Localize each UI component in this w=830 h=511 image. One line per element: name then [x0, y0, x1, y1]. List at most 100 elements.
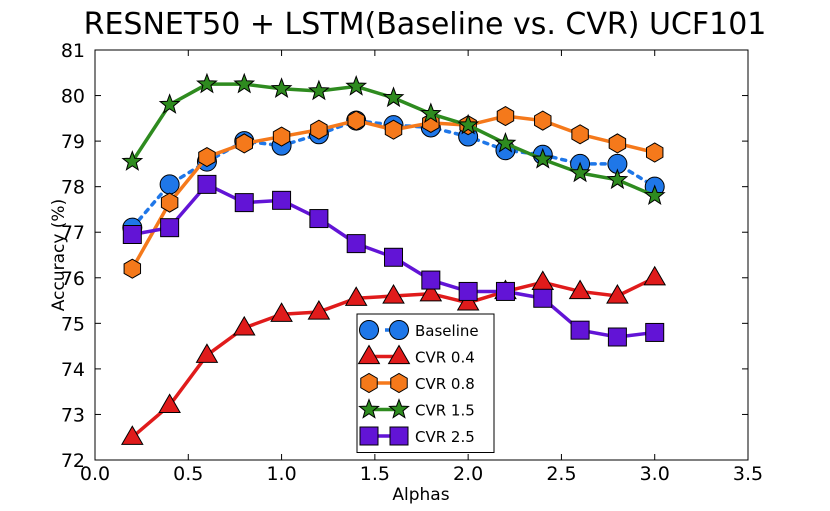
data-point: [308, 79, 330, 101]
data-point: [384, 119, 403, 140]
data-point: [384, 247, 404, 267]
legend-item: Baseline: [359, 320, 479, 340]
legend-marker: [357, 344, 381, 365]
data-point: [457, 113, 480, 135]
legend-label: CVR 1.5: [415, 402, 475, 420]
legend: Baseline CVR 0.4 CVR 0.8 CVR 1.5 CVR 2.5: [356, 313, 495, 453]
x-tick-label: 3.5: [733, 463, 763, 485]
data-point: [272, 190, 292, 210]
legend-item: CVR 0.8: [360, 372, 475, 394]
x-tick-label: 1.0: [266, 463, 296, 485]
series-cvr-2-5: [122, 174, 665, 347]
legend-marker: [390, 372, 408, 394]
data-point: [234, 193, 254, 213]
legend-marker: [387, 344, 411, 365]
data-point: [198, 146, 216, 168]
legend-marker: [359, 426, 379, 446]
data-point: [382, 283, 405, 304]
data-point: [494, 131, 517, 153]
chart-title: RESNET50 + LSTM(Baseline vs. CVR) UCF101: [84, 7, 767, 42]
legend-marker: [389, 320, 409, 340]
data-point: [160, 218, 180, 238]
data-point: [531, 147, 554, 169]
data-point: [270, 77, 293, 98]
data-point: [534, 110, 552, 131]
data-point: [570, 320, 590, 340]
data-point: [606, 283, 629, 304]
legend-item: CVR 0.4: [357, 344, 475, 367]
data-point: [196, 72, 218, 94]
data-point: [568, 279, 592, 300]
data-point: [158, 93, 181, 114]
data-point: [607, 327, 627, 347]
legend-marker: [388, 398, 410, 419]
y-tick-label: 72: [61, 450, 85, 472]
data-point: [382, 86, 405, 108]
legend-marker: [359, 320, 379, 340]
data-point: [533, 288, 553, 308]
data-point: [310, 119, 328, 140]
data-point: [159, 174, 180, 195]
data-point: [344, 286, 368, 306]
data-point: [120, 425, 144, 445]
legend-label: CVR 0.4: [415, 349, 475, 367]
axis-layer: 0.0 0.5 1.0 1.5 2.0 2.5 3.0 3.5 72 73 74 75 76 77 78 79…: [61, 40, 763, 485]
x-tick-label: 2.5: [546, 463, 576, 485]
data-point: [158, 393, 181, 413]
data-point: [421, 270, 441, 290]
data-point: [419, 281, 443, 302]
data-point: [645, 142, 664, 163]
y-tick-label: 81: [61, 40, 85, 62]
legend-item: CVR 1.5: [358, 398, 475, 420]
y-tick-label: 77: [61, 222, 85, 244]
data-point: [123, 258, 142, 279]
data-point: [606, 168, 629, 190]
y-tick-label: 74: [61, 359, 85, 381]
data-point: [643, 184, 666, 206]
legend-item: CVR 2.5: [359, 426, 475, 446]
legend-label: Baseline: [415, 322, 479, 340]
plot-frame: [94, 49, 749, 461]
y-axis-label: Accuracy (%): [49, 199, 69, 311]
y-tick-label: 80: [61, 86, 85, 108]
data-point: [160, 192, 179, 213]
x-tick-label: 2.0: [453, 463, 483, 485]
data-point: [272, 126, 291, 147]
y-tick-label: 79: [61, 131, 85, 153]
data-point: [346, 234, 366, 254]
y-tick-label: 73: [61, 404, 85, 426]
data-point: [309, 209, 329, 229]
data-point: [608, 133, 627, 154]
x-tick-label: 1.5: [360, 463, 390, 485]
data-point: [121, 150, 144, 171]
legend-marker: [389, 426, 409, 446]
series-layer: [120, 72, 667, 445]
data-point: [195, 343, 219, 363]
legend-marker: [360, 372, 378, 394]
x-tick-label: 0.5: [173, 463, 203, 485]
data-point: [270, 302, 293, 322]
data-point: [495, 281, 515, 301]
data-point: [347, 110, 365, 131]
data-point: [345, 75, 368, 96]
x-tick-label: 3.0: [640, 463, 670, 485]
series-cvr-0-8: [123, 105, 664, 279]
legend-marker: [358, 398, 380, 419]
data-point: [458, 281, 478, 301]
y-tick-label: 76: [61, 268, 85, 290]
data-point: [307, 299, 331, 320]
y-tick-label: 75: [61, 313, 85, 335]
data-point: [419, 102, 442, 124]
data-point: [569, 161, 591, 183]
data-point: [496, 105, 515, 127]
data-point: [645, 322, 665, 342]
series-line: [130, 118, 657, 230]
data-point: [643, 265, 667, 286]
legend-label: CVR 0.8: [415, 375, 475, 393]
data-point: [233, 72, 256, 94]
x-axis-label: Alphas: [392, 485, 449, 505]
data-point: [232, 315, 256, 336]
data-point: [122, 225, 142, 244]
data-point: [197, 174, 217, 194]
